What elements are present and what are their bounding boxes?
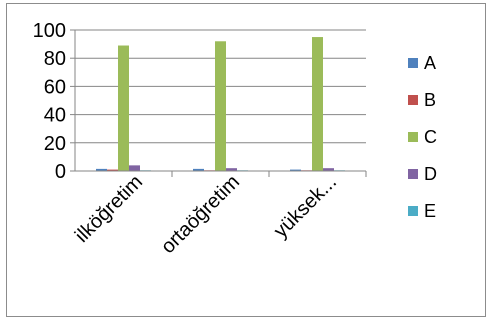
y-tick-label: 60	[44, 76, 66, 98]
bar	[96, 168, 107, 171]
bar	[118, 45, 129, 172]
y-tick-labels: 0 20 40 60 80 100	[33, 20, 66, 183]
bar	[129, 165, 140, 171]
category-label: ilköğretim	[71, 171, 147, 247]
y-tick-label: 20	[44, 133, 66, 155]
chart-frame	[6, 3, 486, 317]
category-labels: ilköğretim ortaöğretim yüksek...	[71, 171, 341, 258]
legend-label: B	[424, 90, 436, 110]
legend-label: C	[424, 127, 437, 147]
legend-swatch	[408, 169, 418, 179]
bar	[323, 168, 334, 171]
legend-swatch	[408, 95, 418, 105]
category-label: yüksek...	[270, 171, 341, 242]
legend-label: A	[424, 53, 436, 73]
legend-label: E	[424, 201, 436, 221]
bar	[226, 168, 237, 171]
category-label: ortaöğretim	[157, 171, 244, 258]
legend-swatch	[408, 58, 418, 68]
bars	[96, 37, 345, 172]
bar	[312, 37, 323, 171]
y-tick-label: 80	[44, 48, 66, 70]
bar	[290, 169, 301, 171]
axes	[70, 29, 367, 177]
bar	[193, 168, 204, 171]
legend-label: D	[424, 164, 437, 184]
legend-swatch	[408, 206, 418, 216]
legend-swatch	[408, 132, 418, 142]
y-tick-label: 100	[33, 20, 66, 42]
y-tick-label: 0	[55, 161, 66, 183]
bar	[107, 169, 118, 171]
bar	[215, 41, 226, 171]
y-tick-label: 40	[44, 105, 66, 127]
